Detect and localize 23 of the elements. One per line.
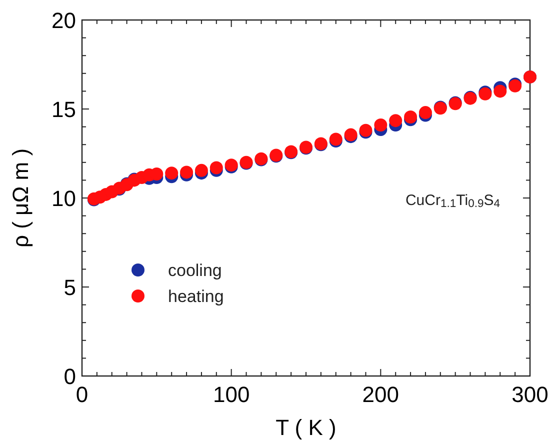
point (404, 110, 418, 124)
x-tick-label: 300 (512, 382, 548, 407)
point (494, 84, 507, 98)
point (194, 164, 208, 177)
point (389, 114, 402, 128)
point (374, 118, 388, 132)
y-tick-label: 20 (52, 8, 76, 33)
y-tick-label: 15 (52, 97, 76, 122)
point (180, 166, 194, 179)
point (165, 166, 178, 180)
legend-label: cooling (168, 261, 222, 280)
x-axis-title: T ( K ) (276, 415, 336, 440)
x-tick-label: 100 (212, 382, 250, 407)
x-tick-label: 200 (362, 382, 400, 407)
y-axis-title: ρ ( μΩ m ) (8, 148, 33, 248)
point (150, 167, 164, 180)
y-tick-label: 5 (64, 275, 76, 300)
y-tick-label: 0 (64, 364, 76, 389)
annotation: CuCr$_{1.1}$Ti$_{0.9}$S$_{4}$ (405, 192, 500, 210)
point (210, 161, 223, 174)
y-tick-label: 10 (52, 186, 76, 211)
point (418, 106, 432, 120)
legend-label: heating (168, 287, 224, 306)
